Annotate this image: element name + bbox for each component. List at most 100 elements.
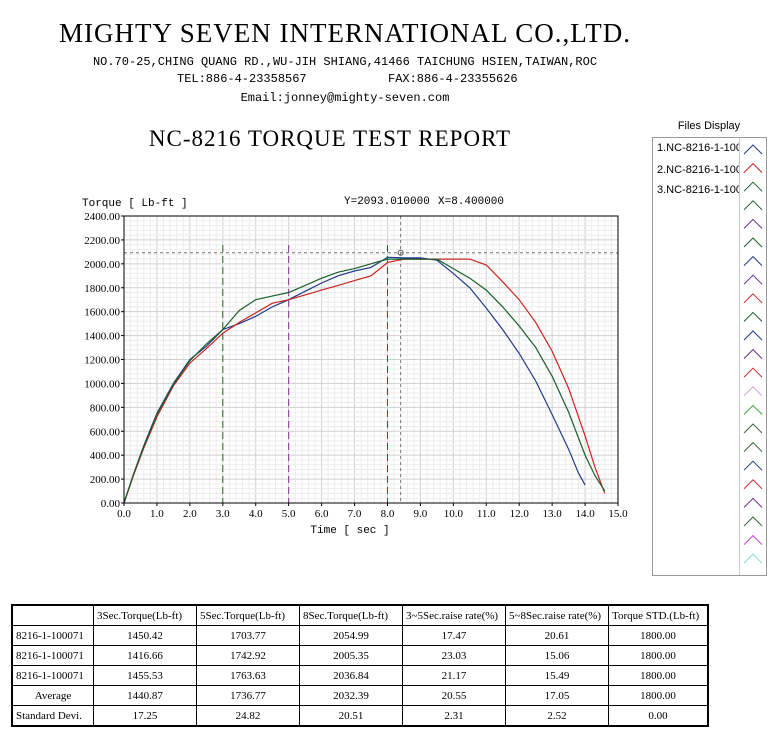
cursor-point xyxy=(397,249,404,256)
table-cell: 17.47 xyxy=(402,625,506,646)
y-axis-label: Torque [ Lb-ft ] xyxy=(82,198,188,210)
table-cell: 1763.63 xyxy=(196,665,300,686)
color-swatch xyxy=(743,144,763,155)
results-table: 3Sec.Torque(Lb-ft) 5Sec.Torque(Lb-ft) 8S… xyxy=(11,604,709,727)
table-row-std: Standard Devi. 17.25 24.82 20.51 2.31 2.… xyxy=(11,705,709,727)
company-name: MIGHTY SEVEN INTERNATIONAL CO.,LTD. xyxy=(59,18,631,48)
cursor-x-readout: X=8.400000 xyxy=(438,196,505,208)
x-tick-label: 6.0 xyxy=(315,508,329,520)
x-tick-label: 3.0 xyxy=(216,508,230,520)
company-tel: TEL:886-4-23358567 xyxy=(177,72,307,86)
table-cell: 23.03 xyxy=(402,645,506,666)
y-tick-label: 800.00 xyxy=(90,402,121,414)
color-swatch xyxy=(743,367,763,378)
table-row: 8216-1-100071 1450.42 1703.77 2054.99 17… xyxy=(11,625,709,646)
color-swatch xyxy=(743,293,763,304)
y-tick-label: 1800.00 xyxy=(84,283,120,295)
x-tick-label: 1.0 xyxy=(150,508,164,520)
files-display-panel[interactable]: 1.NC-8216-1-100 2.NC-8216-1-100 3.NC-821… xyxy=(652,137,767,576)
x-tick-label: 8.0 xyxy=(381,508,395,520)
table-cell: 21.17 xyxy=(402,665,506,686)
color-swatches xyxy=(743,144,763,564)
color-swatch xyxy=(743,330,763,341)
file-item-3[interactable]: 3.NC-8216-1-100 xyxy=(657,184,742,196)
x-tick-label: 5.0 xyxy=(282,508,296,520)
table-cell: 2036.84 xyxy=(299,665,403,686)
table-cell: 1800.00 xyxy=(608,665,709,686)
header-cell: 3Sec.Torque(Lb-ft) xyxy=(93,604,197,626)
color-swatch xyxy=(743,200,763,211)
header-cell: 5Sec.Torque(Lb-ft) xyxy=(196,604,300,626)
table-cell: 2.52 xyxy=(505,705,609,727)
table-cell: 1703.77 xyxy=(196,625,300,646)
table-cell: 20.55 xyxy=(402,685,506,706)
series-line-3 xyxy=(123,258,606,504)
y-tick-label: 2200.00 xyxy=(84,235,120,247)
header-cell: 3~5Sec.raise rate(%) xyxy=(402,604,506,626)
chart-grid xyxy=(123,215,619,504)
color-swatch xyxy=(743,218,763,229)
color-swatch xyxy=(743,497,763,508)
y-tick-label: 1000.00 xyxy=(84,378,120,390)
table-row: 8216-1-100071 1455.53 1763.63 2036.84 21… xyxy=(11,665,709,686)
table-cell: 0.00 xyxy=(608,705,709,727)
table-cell: 1742.92 xyxy=(196,645,300,666)
table-cell: 1455.53 xyxy=(93,665,197,686)
row-label: Standard Devi. xyxy=(11,705,94,727)
table-cell: 1416.66 xyxy=(93,645,197,666)
row-label: 8216-1-100071 xyxy=(11,625,94,646)
table-row: 8216-1-100071 1416.66 1742.92 2005.35 23… xyxy=(11,645,709,666)
y-tick-label: 0.00 xyxy=(101,498,121,510)
y-tick-label: 1400.00 xyxy=(84,331,120,343)
files-display-title: Files Display xyxy=(677,120,741,132)
color-swatch xyxy=(743,404,763,415)
y-tick-label: 600.00 xyxy=(90,426,121,438)
y-tick-label: 2000.00 xyxy=(84,259,120,271)
table-cell: 17.25 xyxy=(93,705,197,727)
chart-ticks: 0.0 1.0 2.0 3.0 4.0 5.0 6.0 7.0 8.0 9.0 10.0 11.0 12… xyxy=(84,211,628,520)
x-tick-label: 10.0 xyxy=(444,508,464,520)
color-swatch xyxy=(743,237,763,248)
chart-markers xyxy=(124,216,618,503)
table-cell: 1800.00 xyxy=(608,625,709,646)
table-cell: 1450.42 xyxy=(93,625,197,646)
color-swatch xyxy=(743,441,763,452)
table-cell: 17.05 xyxy=(505,685,609,706)
color-swatch xyxy=(743,348,763,359)
x-tick-label: 14.0 xyxy=(575,508,595,520)
company-fax: FAX:886-4-23355626 xyxy=(388,72,518,86)
color-swatch xyxy=(743,534,763,545)
color-swatch xyxy=(743,479,763,490)
header-cell: 5~8Sec.raise rate(%) xyxy=(505,604,609,626)
y-tick-label: 200.00 xyxy=(90,474,121,486)
y-tick-label: 1200.00 xyxy=(84,355,120,367)
header-cell xyxy=(11,604,94,626)
table-cell: 20.51 xyxy=(299,705,403,727)
color-swatch xyxy=(743,181,763,192)
header-cell: Torque STD.(Lb-ft) xyxy=(608,604,709,626)
table-cell: 2032.39 xyxy=(299,685,403,706)
row-label: 8216-1-100071 xyxy=(11,645,94,666)
row-label: 8216-1-100071 xyxy=(11,665,94,686)
table-cell: 1440.87 xyxy=(93,685,197,706)
x-tick-label: 11.0 xyxy=(477,508,496,520)
table-cell: 1800.00 xyxy=(608,645,709,666)
color-swatch xyxy=(743,162,763,173)
header-cell: 8Sec.Torque(Lb-ft) xyxy=(299,604,403,626)
y-tick-label: 2400.00 xyxy=(84,211,120,223)
table-cell: 1736.77 xyxy=(196,685,300,706)
table-cell: 2054.99 xyxy=(299,625,403,646)
x-tick-label: 13.0 xyxy=(543,508,563,520)
table-cell: 24.82 xyxy=(196,705,300,727)
file-item-1[interactable]: 1.NC-8216-1-100 xyxy=(657,142,742,154)
color-swatch xyxy=(743,460,763,471)
y-tick-label: 400.00 xyxy=(90,450,121,462)
plot-frame xyxy=(123,215,619,504)
row-label: Average xyxy=(11,685,94,706)
torque-chart: 0.0 1.0 2.0 3.0 4.0 5.0 6.0 7.0 8.0 9.0 10.0 11.0 12… xyxy=(82,198,628,537)
file-item-2[interactable]: 2.NC-8216-1-100 xyxy=(657,164,742,176)
table-cell: 1800.00 xyxy=(608,685,709,706)
cursor-y-readout: Y=2093.010000 xyxy=(344,196,430,208)
x-tick-label: 4.0 xyxy=(249,508,263,520)
chart-series xyxy=(123,256,606,504)
